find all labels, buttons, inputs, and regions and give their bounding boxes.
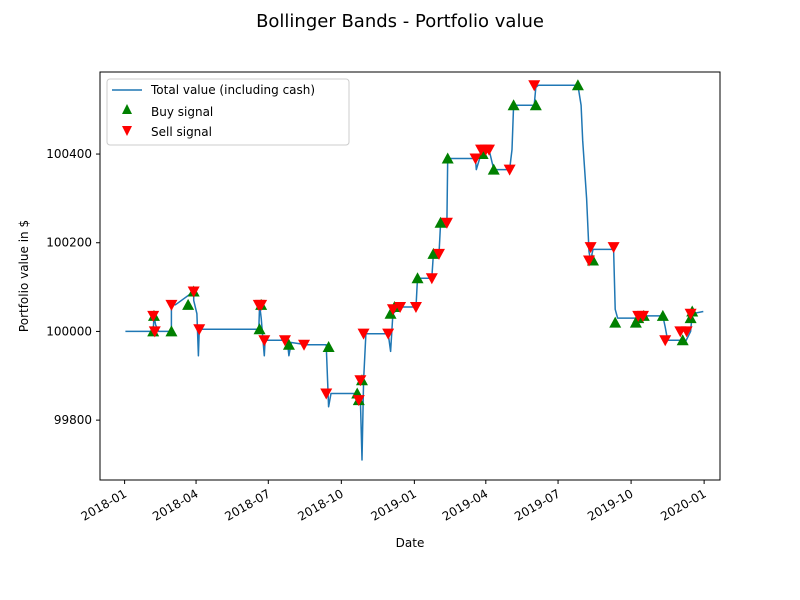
buy-signal-marker bbox=[182, 298, 195, 310]
sell-signal-marker bbox=[469, 153, 482, 165]
sell-signal-marker bbox=[147, 310, 160, 322]
buy-signal-marker bbox=[676, 334, 689, 346]
sell-signal-marker bbox=[409, 302, 422, 314]
sell-signal-marker bbox=[255, 299, 268, 311]
sell-signal-marker bbox=[165, 299, 178, 311]
sell-signal-marker bbox=[382, 328, 395, 340]
marker-layer bbox=[147, 79, 699, 407]
sell-signal-marker bbox=[440, 217, 453, 229]
x-tick-label: 2018-10 bbox=[295, 486, 345, 523]
x-tick-label: 2019-01 bbox=[368, 486, 418, 523]
sell-signal-marker bbox=[193, 324, 206, 336]
buy-signal-marker bbox=[322, 340, 335, 352]
legend-label-sell: Sell signal bbox=[151, 125, 212, 139]
buy-signal-marker bbox=[434, 216, 447, 228]
sell-signal-marker bbox=[503, 164, 516, 176]
sell-signal-marker bbox=[584, 242, 597, 254]
sell-signal-marker bbox=[425, 273, 438, 285]
buy-signal-marker bbox=[571, 79, 584, 91]
x-tick-label: 2018-01 bbox=[79, 486, 129, 523]
legend-box bbox=[106, 78, 350, 146]
sell-signal-marker bbox=[187, 286, 200, 298]
plot-area bbox=[99, 71, 721, 481]
sell-signal-marker bbox=[528, 80, 541, 92]
series-line-0 bbox=[125, 84, 704, 461]
sell-signal-marker bbox=[432, 248, 445, 260]
y-axis-label: Portfolio value in $ bbox=[17, 220, 31, 332]
buy-signal-marker bbox=[411, 272, 424, 284]
legend-buy-marker bbox=[122, 104, 132, 114]
buy-signal-marker bbox=[529, 99, 542, 111]
sell-signal-marker bbox=[298, 339, 311, 351]
x-tick-label: 2019-07 bbox=[512, 486, 562, 523]
sell-signal-marker bbox=[278, 335, 291, 347]
sell-signal-marker bbox=[659, 335, 672, 347]
buy-signal-marker bbox=[609, 316, 622, 328]
buy-signal-marker bbox=[487, 163, 500, 175]
buy-signal-marker bbox=[427, 247, 440, 259]
sell-signal-marker bbox=[583, 255, 596, 267]
sell-signal-marker bbox=[482, 144, 495, 156]
sell-signal-marker bbox=[148, 326, 161, 338]
sell-signal-marker bbox=[354, 375, 367, 387]
legend-sell-marker bbox=[122, 126, 132, 136]
sell-signal-marker bbox=[386, 304, 399, 316]
sell-signal-marker bbox=[684, 308, 697, 320]
plot-frame bbox=[99, 71, 721, 481]
x-axis: 2018-01 2018-04 2018-07 2018-10 2019-01 2019-… bbox=[79, 480, 709, 524]
x-tick-label: 2019-04 bbox=[440, 486, 490, 523]
y-tick-label: 99800 bbox=[54, 413, 92, 427]
sell-signal-marker bbox=[320, 388, 333, 400]
buy-signal-marker bbox=[441, 152, 454, 164]
sell-signal-marker bbox=[357, 328, 370, 340]
x-tick-label: 2019-10 bbox=[585, 486, 635, 523]
y-tick-label: 100000 bbox=[46, 324, 92, 338]
sell-signal-marker bbox=[258, 335, 271, 347]
legend-label-total: Total value (including cash) bbox=[150, 83, 315, 97]
sell-signal-marker bbox=[352, 395, 365, 407]
buy-signal-marker bbox=[253, 323, 266, 335]
legend: Total value (including cash) Buy signal … bbox=[106, 78, 350, 146]
x-tick-label: 2020-01 bbox=[658, 486, 708, 523]
buy-signal-marker bbox=[507, 99, 520, 111]
sell-signal-marker bbox=[607, 242, 620, 254]
buy-signal-marker bbox=[282, 338, 295, 350]
buy-signal-marker bbox=[656, 309, 669, 321]
buy-signal-marker bbox=[165, 325, 178, 337]
legend-label-buy: Buy signal bbox=[151, 105, 213, 119]
sell-signal-marker bbox=[636, 310, 649, 322]
sell-signal-marker bbox=[680, 326, 693, 338]
series-layer bbox=[125, 84, 704, 461]
y-tick-label: 100400 bbox=[46, 147, 92, 161]
y-axis: 99800 100000 100200 100400 bbox=[46, 147, 100, 427]
x-tick-label: 2018-07 bbox=[222, 486, 272, 523]
sell-signal-marker bbox=[394, 302, 407, 314]
x-tick-label: 2018-04 bbox=[150, 486, 200, 523]
y-tick-label: 100200 bbox=[46, 236, 92, 250]
buy-signal-marker bbox=[384, 307, 397, 319]
chart-title: Bollinger Bands - Portfolio value bbox=[256, 11, 544, 32]
x-axis-label: Date bbox=[396, 536, 425, 550]
